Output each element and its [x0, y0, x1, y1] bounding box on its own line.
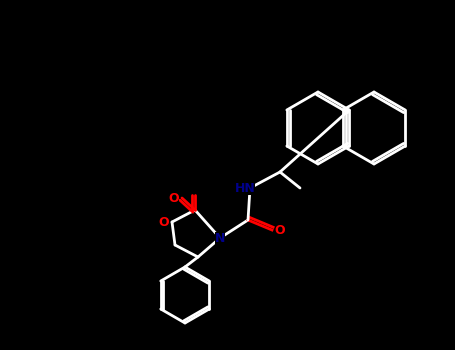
Text: O: O: [275, 224, 285, 237]
Text: N: N: [215, 231, 225, 245]
Text: O: O: [159, 216, 169, 229]
Text: HN: HN: [235, 182, 255, 195]
Text: O: O: [169, 191, 179, 204]
